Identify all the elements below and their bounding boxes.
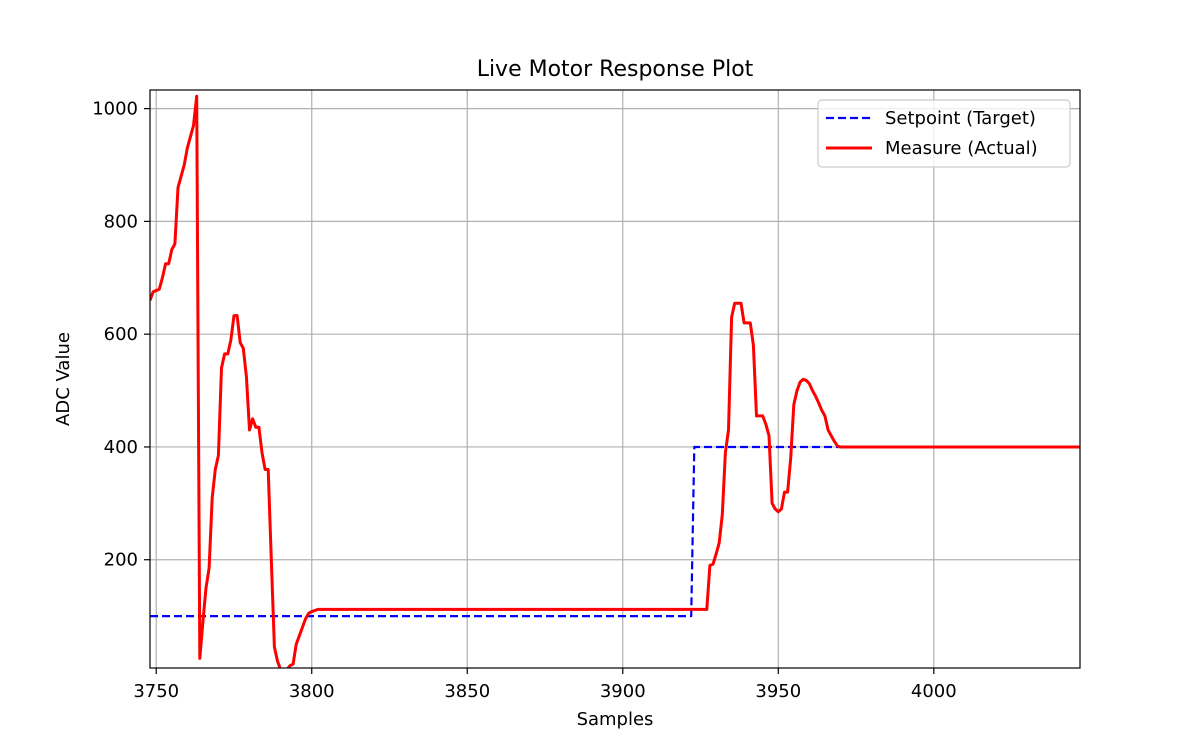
y-tick-label: 1000	[92, 99, 138, 120]
x-tick-label: 3900	[600, 681, 646, 702]
chart-title: Live Motor Response Plot	[477, 57, 754, 82]
plot-frame	[149, 89, 1081, 669]
x-tick-label: 3750	[133, 681, 179, 702]
x-tick-label: 3950	[755, 681, 801, 702]
y-tick-label: 800	[104, 211, 138, 232]
series-line-setpoint	[150, 445, 1080, 618]
x-tick-label: 3850	[444, 681, 490, 702]
ticks: 3750 3800 3850 3900 3950 4000 200 400 600 800 1000	[92, 99, 957, 702]
plot-area	[150, 94, 1080, 668]
y-tick-label: 400	[104, 437, 138, 458]
y-tick-label: 600	[104, 324, 138, 345]
y-axis-label: ADC Value	[53, 332, 74, 426]
grid	[150, 90, 1080, 668]
x-axis-label: Samples	[577, 709, 654, 730]
y-tick-label: 200	[104, 550, 138, 571]
x-tick-label: 4000	[911, 681, 957, 702]
legend-label: Setpoint (Target)	[885, 108, 1036, 129]
legend-label: Measure (Actual)	[885, 138, 1038, 159]
series-line-measure	[150, 94, 1080, 668]
x-tick-label: 3800	[289, 681, 335, 702]
legend-box	[817, 99, 1071, 168]
legend: Setpoint (Target) Measure (Actual)	[817, 99, 1071, 168]
